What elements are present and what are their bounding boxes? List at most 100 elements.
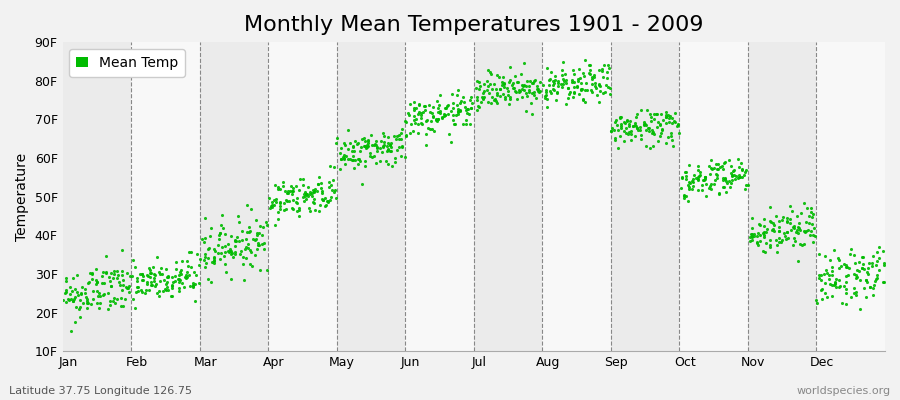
Point xyxy=(528,95,543,101)
Point xyxy=(484,86,499,92)
Point xyxy=(877,260,891,266)
Point xyxy=(564,77,579,84)
Point xyxy=(220,241,235,248)
Point xyxy=(255,240,269,247)
Point xyxy=(77,285,92,292)
Point xyxy=(158,266,173,273)
Point xyxy=(585,76,599,82)
Point xyxy=(113,303,128,309)
Point xyxy=(218,230,232,237)
Point xyxy=(487,96,501,103)
Point xyxy=(645,142,660,149)
Point xyxy=(369,137,383,144)
Point xyxy=(242,224,256,230)
Point xyxy=(526,92,541,98)
Point xyxy=(708,160,723,167)
Point xyxy=(198,214,212,221)
Point xyxy=(424,118,438,124)
Point xyxy=(352,156,366,162)
Point xyxy=(428,117,443,123)
Point xyxy=(492,85,507,92)
Point xyxy=(429,118,444,124)
Point xyxy=(79,296,94,302)
Point xyxy=(318,195,332,202)
Point xyxy=(56,296,70,303)
Point xyxy=(323,194,338,200)
Point xyxy=(256,246,271,252)
Point xyxy=(495,82,509,89)
Point xyxy=(460,110,474,116)
Point xyxy=(447,121,462,127)
Point xyxy=(841,272,855,278)
Point xyxy=(281,188,295,194)
Point xyxy=(573,80,588,86)
Point xyxy=(302,192,316,199)
Point xyxy=(281,190,295,196)
Point xyxy=(570,84,584,90)
Point xyxy=(626,123,641,130)
Point xyxy=(849,288,863,295)
Point xyxy=(214,244,229,250)
Point xyxy=(847,290,861,296)
Point xyxy=(133,287,148,293)
Point xyxy=(148,282,162,289)
Point xyxy=(650,124,664,130)
Point xyxy=(76,300,90,306)
Point xyxy=(490,71,504,78)
Bar xyxy=(405,42,473,351)
Point xyxy=(601,84,616,90)
Point xyxy=(481,83,495,90)
Point xyxy=(392,131,406,138)
Point xyxy=(636,120,651,127)
Point xyxy=(500,88,515,94)
Point xyxy=(75,284,89,290)
Point xyxy=(661,134,675,140)
Point xyxy=(266,198,280,205)
Point xyxy=(619,117,634,123)
Point xyxy=(668,119,682,126)
Point xyxy=(337,156,351,162)
Point xyxy=(664,137,679,144)
Point xyxy=(866,292,880,298)
Point xyxy=(310,180,325,187)
Point xyxy=(293,176,308,182)
Point xyxy=(598,89,612,96)
Point xyxy=(604,128,618,134)
Point xyxy=(588,80,602,86)
Point xyxy=(93,293,107,299)
Point xyxy=(723,184,737,190)
Point xyxy=(165,274,179,280)
Point xyxy=(580,87,594,93)
Point xyxy=(390,133,404,139)
Point xyxy=(234,248,248,254)
Point xyxy=(409,116,423,122)
Point xyxy=(863,284,878,290)
Point xyxy=(308,207,322,214)
Point xyxy=(582,70,597,76)
Point xyxy=(383,140,398,146)
Point xyxy=(483,99,498,106)
Point xyxy=(849,272,863,278)
Point xyxy=(710,175,724,182)
Point xyxy=(793,241,807,247)
Point xyxy=(719,178,733,184)
Point xyxy=(103,298,117,304)
Point xyxy=(150,290,165,296)
Point xyxy=(432,102,446,108)
Point xyxy=(645,128,660,135)
Point xyxy=(338,140,352,146)
Point xyxy=(554,67,569,74)
Point xyxy=(106,275,121,282)
Point xyxy=(228,248,242,255)
Y-axis label: Temperature: Temperature xyxy=(15,152,29,241)
Point xyxy=(518,82,533,89)
Point xyxy=(431,108,446,115)
Point xyxy=(115,267,130,274)
Point xyxy=(727,176,742,182)
Point xyxy=(555,72,570,78)
Point xyxy=(475,94,490,100)
Point xyxy=(253,267,267,273)
Point xyxy=(449,112,464,119)
Point xyxy=(622,128,636,135)
Point xyxy=(697,177,711,184)
